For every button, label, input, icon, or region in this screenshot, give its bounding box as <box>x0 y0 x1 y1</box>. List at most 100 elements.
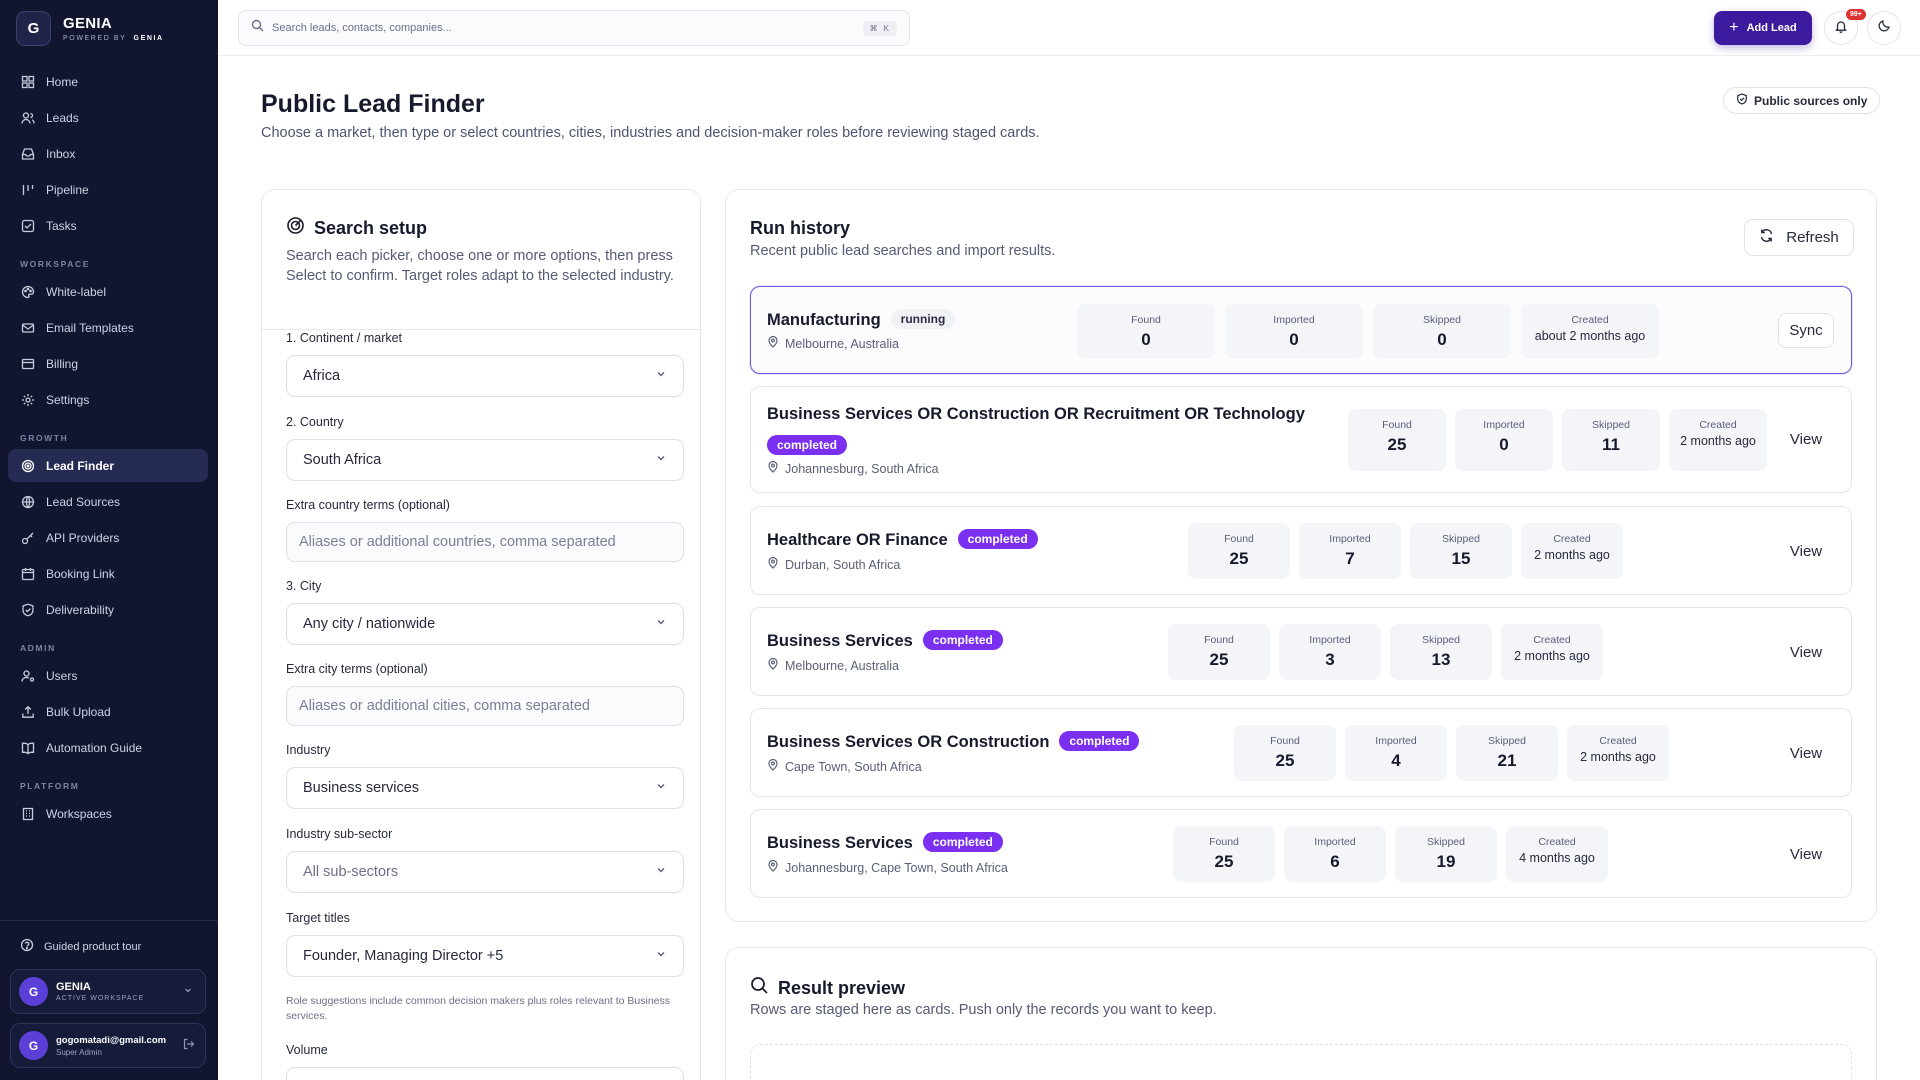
run-row[interactable]: Business Services completed Melbourne, Au… <box>750 607 1852 696</box>
stat-imported: Imported 7 <box>1299 523 1401 579</box>
extra-country-input[interactable]: Aliases or additional countries, comma s… <box>286 522 684 562</box>
globe-icon <box>20 494 36 510</box>
stat-created: Created 2 months ago <box>1567 725 1669 781</box>
stat-created: Created 2 months ago <box>1501 624 1603 680</box>
titles-select[interactable]: Founder, Managing Director +5 <box>286 935 684 977</box>
sidebar-item-automation-guide[interactable]: Automation Guide <box>8 731 208 764</box>
user-card[interactable]: G gogomatadi@gmail.com Super Admin <box>10 1023 206 1068</box>
building-icon <box>20 806 36 822</box>
run-row[interactable]: Business Services completed Johannesburg,… <box>750 809 1852 898</box>
sidebar-item-inbox[interactable]: Inbox <box>8 137 208 170</box>
sidebar-item-billing[interactable]: Billing <box>8 347 208 380</box>
sidebar-item-bulk-upload[interactable]: Bulk Upload <box>8 695 208 728</box>
view-button[interactable]: View <box>1789 845 1823 863</box>
stat-created: Created 2 months ago <box>1669 409 1767 471</box>
status-badge: completed <box>922 630 1003 650</box>
sidebar-item-lead-finder[interactable]: Lead Finder <box>8 449 208 482</box>
industry-select[interactable]: Business services <box>286 767 684 809</box>
home-icon <box>20 74 36 90</box>
view-button[interactable]: View <box>1789 643 1823 661</box>
refresh-button[interactable]: Refresh <box>1744 219 1854 256</box>
sidebar-item-white-label[interactable]: White-label <box>8 275 208 308</box>
sidebar-item-lead-sources[interactable]: Lead Sources <box>8 485 208 518</box>
run-row[interactable]: Manufacturing running Melbourne, Australi… <box>750 286 1852 374</box>
sidebar-item-label: Automation Guide <box>46 740 143 755</box>
run-row[interactable]: Business Services OR Construction complet… <box>750 708 1852 797</box>
sidebar-section-admin: ADMIN <box>20 643 56 653</box>
stat-created: Created 4 months ago <box>1506 826 1608 882</box>
sidebar-item-label: White-label <box>46 284 107 299</box>
page-title: Public Lead Finder <box>261 90 485 118</box>
stat-imported: Imported 4 <box>1345 725 1447 781</box>
guided-tour-label: Guided product tour <box>44 940 142 953</box>
sidebar-item-email-templates[interactable]: Email Templates <box>8 311 208 344</box>
search-input[interactable]: Search leads, contacts, companies... <box>272 22 452 34</box>
sidebar-item-label: Pipeline <box>46 182 89 197</box>
view-button[interactable]: View <box>1789 430 1823 448</box>
bell-icon <box>1834 19 1848 38</box>
workspace-switcher[interactable]: G GENIA ACTIVE WORKSPACE <box>10 969 206 1014</box>
card-icon <box>20 356 36 372</box>
gear-icon <box>20 392 36 408</box>
country-value: South Africa <box>303 452 382 468</box>
sidebar-item-label: API Providers <box>46 530 120 545</box>
city-label: 3. City <box>286 579 322 593</box>
moon-icon <box>1877 19 1891 37</box>
run-row[interactable]: Healthcare OR Finance completed Durban, S… <box>750 506 1852 595</box>
brand[interactable]: G GENIA POWERED BY GENIA <box>16 11 164 46</box>
search-icon <box>251 19 264 37</box>
sidebar-item-label: Tasks <box>46 218 77 233</box>
run-history-title: Run history <box>750 218 851 238</box>
stat-found: Found 25 <box>1234 725 1336 781</box>
stat-imported: Imported 6 <box>1284 826 1386 882</box>
sidebar-item-users[interactable]: Users <box>8 659 208 692</box>
view-button[interactable]: View <box>1789 744 1823 762</box>
search-setup-description: Search each picker, choose one or more o… <box>286 248 674 284</box>
industry-label: Industry <box>286 743 331 757</box>
sidebar-item-label: Lead Sources <box>46 494 121 509</box>
search-setup-card: Search setup Search each picker, choose … <box>261 189 702 1080</box>
sidebar-item-booking-link[interactable]: Booking Link <box>8 557 208 590</box>
mail-icon <box>20 320 36 336</box>
logout-icon[interactable] <box>183 1038 205 1053</box>
view-button[interactable]: View <box>1789 542 1823 560</box>
run-name: Business Services completed <box>767 832 1003 853</box>
map-pin-icon <box>767 335 779 351</box>
sidebar-item-workspaces[interactable]: Workspaces <box>8 797 208 830</box>
theme-toggle[interactable] <box>1867 11 1901 45</box>
subsector-select[interactable]: All sub-sectors <box>286 851 684 893</box>
chevron-down-icon <box>655 780 667 796</box>
sidebar-item-settings[interactable]: Settings <box>8 383 208 416</box>
sidebar-item-label: Email Templates <box>46 320 134 335</box>
guided-tour-link[interactable]: Guided product tour <box>20 938 141 955</box>
notifications-button[interactable]: 99+ <box>1824 9 1866 45</box>
run-row[interactable]: Business Services OR Construction OR Rec… <box>750 386 1852 493</box>
sidebar-item-tasks[interactable]: Tasks <box>8 209 208 242</box>
sidebar-item-pipeline[interactable]: Pipeline <box>8 173 208 206</box>
sidebar-item-home[interactable]: Home <box>8 65 208 98</box>
city-select[interactable]: Any city / nationwide <box>286 603 684 645</box>
sidebar-item-deliverability[interactable]: Deliverability <box>8 593 208 626</box>
stat-found: Found 25 <box>1188 523 1290 579</box>
stat-found: Found 25 <box>1348 409 1446 471</box>
titles-label: Target titles <box>286 911 350 925</box>
global-search[interactable]: Search leads, contacts, companies... ⌘ K <box>238 10 910 46</box>
brand-logo: G <box>16 11 51 46</box>
status-badge: completed <box>767 435 848 455</box>
sidebar-item-label: Settings <box>46 392 90 407</box>
run-name: Business Services completed <box>767 630 1003 651</box>
add-lead-button[interactable]: + Add Lead <box>1714 11 1812 45</box>
continent-select[interactable]: Africa <box>286 355 684 397</box>
map-pin-icon <box>767 758 779 774</box>
sidebar-item-api-providers[interactable]: API Providers <box>8 521 208 554</box>
country-select[interactable]: South Africa <box>286 439 684 481</box>
extra-city-input[interactable]: Aliases or additional cities, comma sepa… <box>286 686 684 726</box>
user-role: Super Admin <box>56 1047 102 1057</box>
sidebar-item-leads[interactable]: Leads <box>8 101 208 134</box>
sync-button[interactable]: Sync <box>1778 313 1834 348</box>
stat-imported: Imported 0 <box>1455 409 1553 471</box>
sidebar-item-label: Deliverability <box>46 602 115 617</box>
run-name: Business Services OR Construction complet… <box>767 731 1140 752</box>
volume-input[interactable] <box>286 1067 684 1080</box>
chevron-down-icon <box>655 948 667 964</box>
